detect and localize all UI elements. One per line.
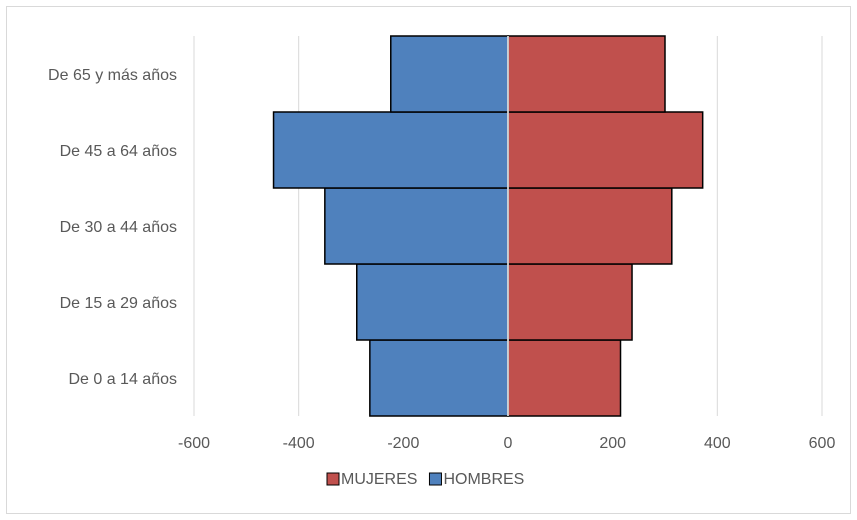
- bar-mujeres-3: [507, 111, 704, 189]
- population-pyramid-chart: De 0 a 14 años De 15 a 29 años De 30 a 44 …: [48, 35, 835, 488]
- x-tick-label: 200: [599, 435, 626, 452]
- bar-hombres-0: [369, 339, 509, 417]
- x-tick-label: -600: [178, 435, 210, 452]
- x-tick-labels: -600 -400 -200 0 200 400 600: [178, 435, 835, 452]
- x-tick-label: 0: [504, 435, 513, 452]
- legend: MUJERES HOMBRES: [326, 471, 524, 488]
- category-label: De 65 y más años: [48, 67, 177, 84]
- bar-mujeres-0: [507, 339, 622, 417]
- bar-mujeres-4: [507, 35, 666, 113]
- x-tick-label: -400: [283, 435, 315, 452]
- bars: [272, 35, 704, 417]
- x-tick-label: 600: [809, 435, 836, 452]
- x-tick-label: 400: [704, 435, 731, 452]
- legend-label-mujeres: MUJERES: [341, 471, 417, 488]
- category-label: De 30 a 44 años: [60, 219, 177, 236]
- bar-hombres-4: [390, 35, 509, 113]
- category-labels: De 0 a 14 años De 15 a 29 años De 30 a 44 …: [48, 67, 177, 388]
- bar-hombres-2: [324, 187, 509, 265]
- legend-swatch-mujeres: [326, 472, 340, 486]
- legend-swatch-hombres: [428, 472, 442, 486]
- legend-label-hombres: HOMBRES: [443, 471, 524, 488]
- category-label: De 0 a 14 años: [68, 371, 177, 388]
- bar-mujeres-1: [507, 263, 633, 341]
- bar-hombres-1: [356, 263, 509, 341]
- bar-hombres-3: [272, 111, 509, 189]
- bar-mujeres-2: [507, 187, 673, 265]
- category-label: De 15 a 29 años: [60, 295, 177, 312]
- x-tick-label: -200: [387, 435, 419, 452]
- chart-frame: De 0 a 14 años De 15 a 29 años De 30 a 44 …: [6, 6, 851, 514]
- category-label: De 45 a 64 años: [60, 143, 177, 160]
